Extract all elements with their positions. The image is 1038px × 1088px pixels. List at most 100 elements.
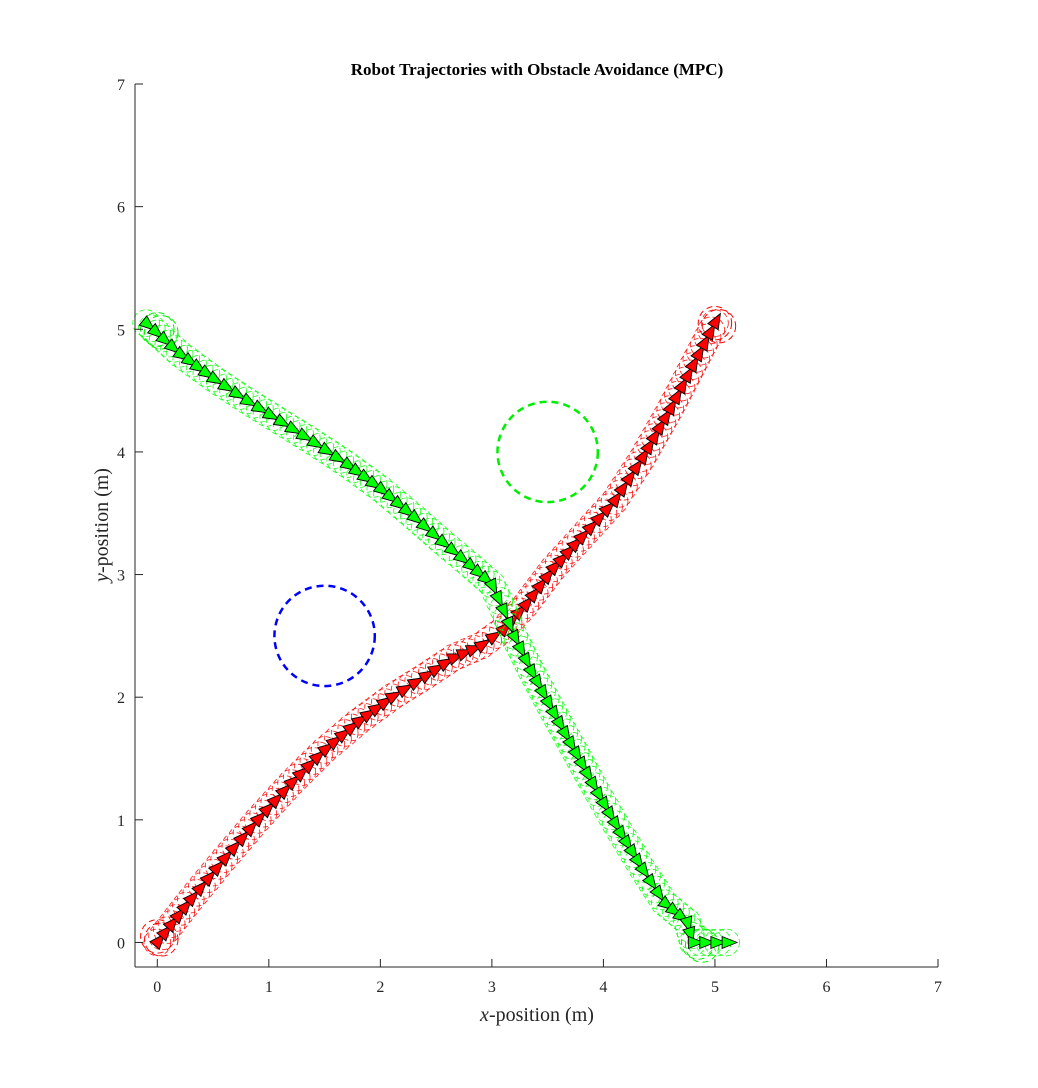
robot-heading-marker	[701, 323, 716, 342]
robot-footprint	[690, 330, 718, 359]
robot-footprint	[165, 340, 194, 368]
robot-heading-marker	[595, 795, 610, 814]
robot-heading-marker	[699, 935, 717, 950]
trajectory-series	[143, 309, 729, 957]
robot-footprint	[656, 894, 685, 922]
robot-heading-marker	[283, 774, 301, 791]
robot-heading-marker	[600, 805, 616, 823]
robot-footprint	[143, 928, 172, 957]
robot-heading-marker	[517, 651, 532, 670]
robot-heading-marker	[581, 519, 599, 537]
robot-heading-marker	[620, 469, 636, 488]
robot-footprint	[516, 585, 544, 613]
robot-heading-marker	[176, 898, 192, 916]
robot-heading-marker	[149, 933, 166, 951]
robot-heading-marker	[406, 677, 425, 692]
robot-footprint	[353, 465, 381, 493]
robot-footprint	[154, 329, 183, 358]
robot-footprint	[319, 441, 348, 470]
robot-footprint	[686, 337, 714, 366]
robot-footprint	[271, 775, 300, 803]
robot-footprint	[466, 560, 495, 589]
robot-heading-marker	[634, 447, 649, 466]
robot-footprint	[310, 736, 339, 764]
robot-heading-marker	[639, 437, 655, 456]
robot-footprint	[239, 390, 268, 419]
robot-footprint	[648, 409, 677, 437]
robot-footprint	[600, 487, 629, 515]
robot-heading-marker	[182, 890, 200, 908]
robot-heading-marker	[172, 345, 190, 361]
robot-heading-marker	[434, 533, 452, 549]
y-tick-label: 2	[117, 690, 125, 707]
goal-circle	[144, 922, 179, 957]
robot-footprint	[306, 432, 334, 461]
robot-footprint	[525, 573, 554, 601]
robot-footprint	[642, 875, 670, 904]
robot-heading-marker	[138, 315, 156, 331]
robot-heading-marker	[291, 766, 309, 783]
robot-footprint	[550, 542, 579, 570]
robot-heading-marker	[500, 615, 514, 634]
robot-heading-marker	[489, 589, 503, 608]
robot-heading-marker	[673, 376, 688, 395]
robot-footprint	[393, 497, 421, 526]
robot-heading-marker	[539, 694, 554, 713]
robot-heading-marker	[688, 935, 705, 950]
robot-heading-marker	[216, 850, 233, 867]
robot-footprint	[619, 840, 648, 868]
robot-heading-marker	[384, 691, 403, 706]
robot-heading-marker	[397, 501, 416, 518]
robot-footprint	[628, 444, 657, 472]
y-tick-label: 4	[117, 445, 125, 462]
robot-footprint	[288, 758, 317, 786]
robot-footprint	[697, 316, 726, 345]
robot-heading-marker	[606, 814, 622, 833]
robot-footprint	[632, 437, 661, 465]
robot-footprint	[313, 437, 341, 465]
robot-footprint	[610, 825, 639, 854]
robot-footprint	[422, 522, 450, 551]
robot-heading-marker	[517, 595, 534, 613]
robot-footprint	[671, 366, 699, 395]
robot-heading-marker	[628, 852, 644, 870]
robot-heading-marker	[417, 670, 436, 685]
robot-heading-marker	[559, 544, 576, 561]
robot-footprint	[411, 662, 439, 691]
chart-title: Robot Trajectories with Obstacle Avoidan…	[351, 60, 724, 79]
y-axis-ticks: 0 1 2 3 4 5 6 7	[117, 77, 143, 952]
robot-heading-marker	[695, 334, 710, 352]
robot-footprint	[397, 670, 426, 699]
robot-heading-marker	[567, 745, 582, 763]
robot-heading-marker	[634, 861, 650, 879]
robot-heading-marker	[452, 548, 470, 565]
robot-heading-marker	[364, 474, 383, 490]
robot-heading-marker	[573, 529, 590, 546]
robot-heading-marker	[339, 456, 358, 471]
robot-footprint	[545, 548, 573, 577]
robot-footprint	[605, 480, 633, 508]
robot-footprint	[346, 460, 375, 488]
robot-heading-marker	[156, 924, 172, 942]
robot-footprint	[333, 450, 361, 478]
x-tick-label: 5	[711, 979, 719, 996]
robot-heading-marker	[690, 344, 705, 363]
x-tick-label: 7	[934, 979, 942, 996]
robot-footprint	[391, 675, 419, 703]
robot-footprint	[474, 626, 502, 655]
robot-footprint	[461, 555, 489, 584]
robot-heading-marker	[484, 631, 503, 646]
robot-heading-marker	[317, 441, 336, 456]
y-tick-label: 7	[117, 77, 125, 94]
robot-footprint	[416, 517, 445, 546]
robot-footprint	[299, 747, 328, 775]
robot-footprint	[701, 309, 729, 337]
x-tick-label: 1	[265, 979, 273, 996]
robot-footprint	[539, 554, 568, 583]
robot-heading-marker	[241, 820, 258, 838]
obstacle-layer	[273, 400, 600, 688]
robot-footprint	[644, 416, 673, 444]
robot-footprint	[143, 319, 172, 348]
trajectory-layer	[132, 309, 740, 957]
robot-footprint	[441, 539, 470, 567]
